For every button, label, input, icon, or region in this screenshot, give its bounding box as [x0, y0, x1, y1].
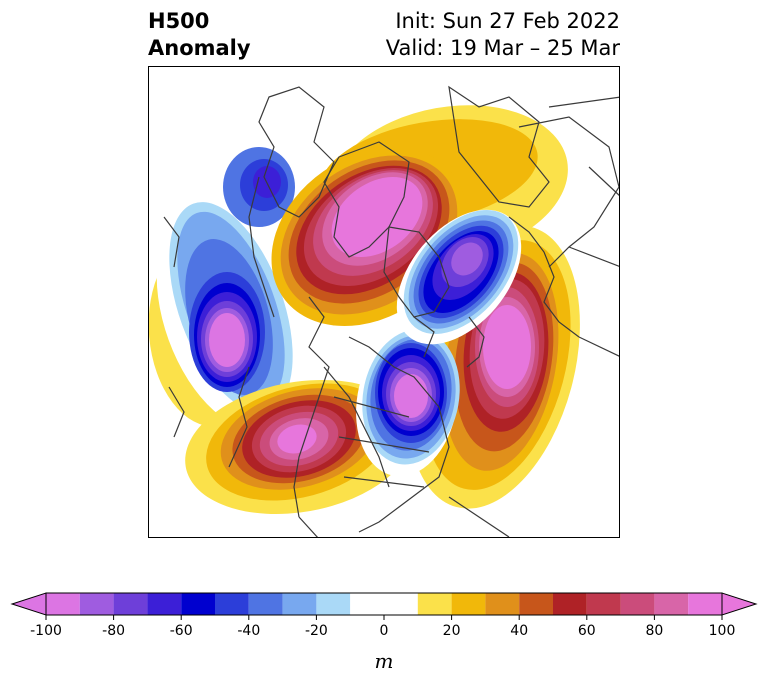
anomaly-map [148, 66, 620, 538]
anomaly-negative-east-na [356, 327, 460, 477]
colorbar-bin [46, 593, 80, 615]
colorbar-bin [350, 593, 418, 615]
colorbar: -100 -80 -60 -40 -20 0 20 40 60 80 100 m [0, 580, 768, 684]
colorbar-tick-label: 60 [578, 623, 596, 639]
colorbar-bin [113, 593, 148, 615]
coastlines [163, 85, 619, 537]
colorbar-bin [282, 593, 317, 615]
colorbar-unit-label: m [375, 649, 394, 673]
title-variable: H500 [148, 9, 210, 33]
colorbar-bin [417, 593, 452, 615]
colorbar-tick-label: 40 [510, 623, 528, 639]
colorbar-bin [620, 593, 655, 615]
title-field: Anomaly [148, 36, 251, 60]
init-time: Init: Sun 27 Feb 2022 [395, 9, 620, 33]
colorbar-extend-low [10, 592, 47, 616]
colorbar-bin [181, 593, 215, 615]
colorbar-bin [248, 593, 283, 615]
anomaly-negative-greenland [396, 209, 522, 345]
colorbar-extend-high [721, 592, 758, 616]
colorbar-bin [147, 593, 182, 615]
colorbar-tick-label: -100 [30, 623, 62, 639]
colorbar-tick-label: 0 [380, 623, 389, 639]
colorbar-bin [79, 593, 114, 615]
map-subtitle: Init: Sun 27 Feb 2022 Valid: 19 Mar – 25… [386, 8, 620, 62]
colorbar-tick-label: -20 [305, 623, 328, 639]
colorbar-bin [485, 593, 520, 615]
colorbar-tick-label: 20 [443, 623, 461, 639]
colorbar-bin [586, 593, 621, 615]
valid-period: Valid: 19 Mar – 25 Mar [385, 36, 620, 60]
colorbar-tick-label: 100 [709, 623, 736, 639]
colorbar-tick-label: -60 [170, 623, 193, 639]
colorbar-bin [688, 593, 722, 615]
map-title: H500 Anomaly [148, 8, 251, 62]
colorbar-bin [519, 593, 553, 615]
colorbar-tick-label: -80 [102, 623, 125, 639]
anomaly-negative-siberia [149, 147, 298, 430]
colorbar-tick-label: 80 [645, 623, 663, 639]
anomaly-positive-west-na [185, 379, 413, 515]
colorbar-bin [316, 593, 351, 615]
colorbar-bin [215, 593, 249, 615]
colorbar-tick-label: -40 [237, 623, 260, 639]
colorbar-bin [451, 593, 486, 615]
colorbar-bin [654, 593, 689, 615]
anomaly-positive-arctic [271, 105, 568, 327]
colorbar-bin [553, 593, 587, 615]
